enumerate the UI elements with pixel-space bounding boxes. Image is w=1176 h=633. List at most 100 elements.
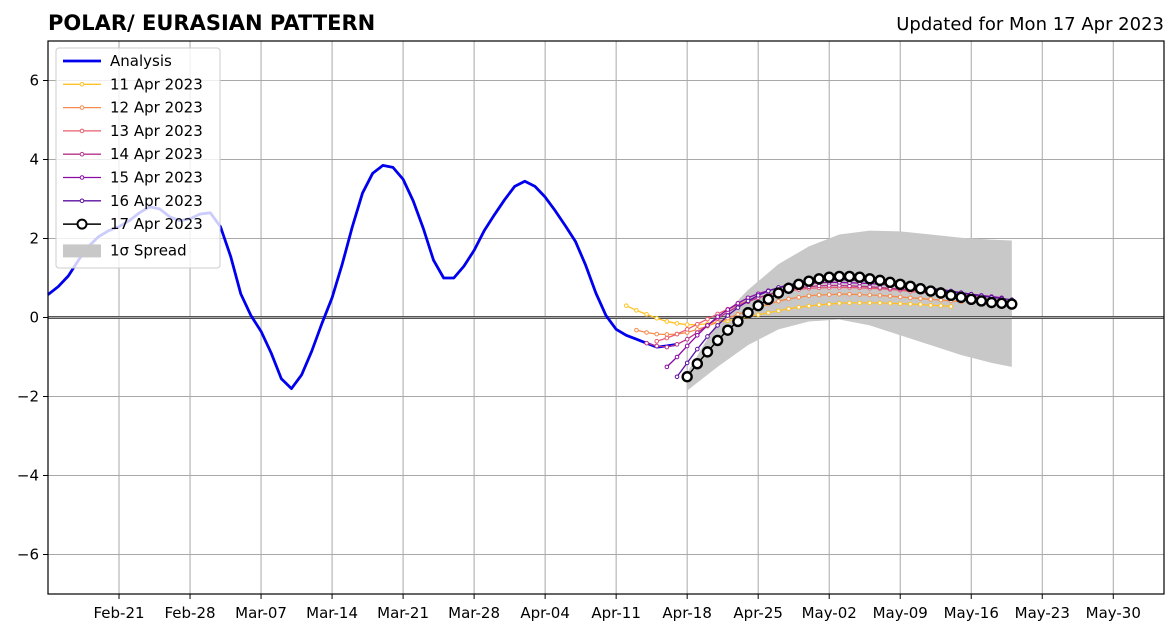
plot-frame: [47, 40, 1165, 595]
forecast-point: [995, 297, 1008, 309]
x-tick-label: Mar-07: [235, 604, 287, 622]
legend-label: 13 Apr 2023: [110, 122, 203, 140]
legend-marker: [76, 218, 88, 230]
forecast-point: [924, 285, 937, 297]
series-lines: [47, 164, 1018, 391]
forecast-point: [695, 346, 700, 352]
x-tick-label: May-02: [802, 604, 857, 622]
x-tick-label: May-16: [944, 604, 999, 622]
forecast-point: [684, 327, 690, 332]
legend-marker: [79, 82, 85, 87]
forecast-point: [735, 312, 741, 317]
legend-marker: [79, 198, 85, 204]
forecast-point: [918, 302, 923, 307]
forecast-point: [965, 293, 977, 306]
forecast-point: [654, 343, 660, 349]
x-tick-label: Apr-25: [733, 604, 783, 622]
forecast-point: [938, 303, 944, 308]
legend-swatch: [63, 244, 101, 258]
forecast-point: [725, 307, 731, 312]
forecast-point: [701, 346, 714, 358]
y-tick-label: −2: [17, 388, 39, 406]
spread-band: [687, 230, 1012, 391]
forecast-point: [816, 292, 822, 298]
forecast-point: [786, 306, 791, 312]
x-tick-label: Feb-21: [93, 604, 144, 622]
forecast-point: [918, 296, 923, 301]
forecast-point: [837, 291, 842, 297]
legend-label: Analysis: [110, 52, 172, 70]
updated-date: Updated for Mon 17 Apr 2023: [896, 14, 1164, 35]
y-tick-label: −6: [17, 546, 39, 564]
chart-title: POLAR/ EURASIAN PATTERN: [48, 11, 375, 35]
forecast-point: [874, 274, 886, 287]
forecast-point: [735, 305, 741, 310]
forecast-point: [908, 301, 913, 307]
forecast-point: [766, 310, 771, 316]
forecast-point: [847, 291, 852, 297]
forecast-point: [772, 287, 785, 299]
legend-label: 12 Apr 2023: [110, 99, 203, 117]
forecast-point: [796, 295, 802, 300]
axis-ticks: Feb-21 Feb-28 Mar-07 Mar-14 Mar-21 Mar-28 Apr-…: [17, 72, 1141, 623]
spread-band-area: [687, 230, 1012, 391]
forecast-point: [742, 307, 754, 319]
legend-label: 15 Apr 2023: [110, 169, 203, 187]
forecast-point: [867, 300, 873, 306]
forecast-point: [803, 275, 815, 287]
forecast-point: [955, 291, 967, 304]
forecast-point: [806, 303, 812, 309]
forecast-point: [745, 298, 751, 304]
legend-item: 12 Apr 2023: [63, 99, 203, 117]
legend-box: [55, 47, 221, 269]
forecast-point: [664, 364, 670, 370]
x-tick-label: May-30: [1086, 604, 1141, 622]
forecast-point: [674, 354, 680, 360]
x-tick-label: Apr-18: [662, 604, 712, 622]
forecast-point: [725, 313, 731, 318]
forecast-point: [684, 360, 690, 366]
forecast-point: [634, 327, 639, 333]
forecast-point: [711, 334, 724, 347]
forecast-point: [715, 323, 720, 328]
forecast-point: [884, 276, 896, 289]
forecast-point: [813, 273, 825, 285]
y-tick-label: −4: [17, 467, 39, 485]
forecast-point: [681, 371, 693, 383]
forecast-point: [864, 273, 876, 285]
forecast-point: [938, 297, 944, 303]
forecast-point: [867, 292, 873, 298]
legend-marker: [79, 128, 85, 134]
forecast-point: [722, 324, 734, 336]
x-tick-label: Feb-28: [165, 604, 216, 622]
forecast-point: [684, 322, 690, 327]
forecast-point: [705, 316, 710, 322]
legend-label: 17 Apr 2023: [110, 215, 203, 233]
forecast-point: [654, 338, 660, 344]
forecast-line: [676, 278, 1012, 378]
forecast-point: [674, 331, 680, 337]
forecast-point: [755, 293, 761, 298]
legend-item: 14 Apr 2023: [63, 145, 203, 163]
legend-item: 11 Apr 2023: [63, 75, 203, 93]
legend-label: 14 Apr 2023: [110, 145, 203, 163]
forecast-point: [857, 292, 862, 297]
forecast-point: [674, 321, 680, 326]
forecast-point: [762, 293, 775, 306]
legend-marker: [79, 175, 85, 180]
forecast-point: [945, 289, 957, 302]
forecast-point: [782, 282, 795, 294]
forecast-point: [634, 308, 639, 313]
forecast-point: [928, 302, 933, 308]
x-tick-label: Mar-14: [306, 604, 358, 622]
legend-item: Analysis: [63, 52, 172, 70]
forecast-point: [877, 300, 883, 306]
forecast-point: [644, 312, 649, 317]
forecast-point: [644, 340, 649, 346]
x-tick-label: Apr-11: [591, 604, 641, 622]
forecast-point: [793, 278, 805, 291]
x-tick-label: Mar-28: [448, 604, 500, 622]
forecast-point: [752, 299, 764, 312]
x-tick-label: Mar-21: [377, 604, 429, 622]
